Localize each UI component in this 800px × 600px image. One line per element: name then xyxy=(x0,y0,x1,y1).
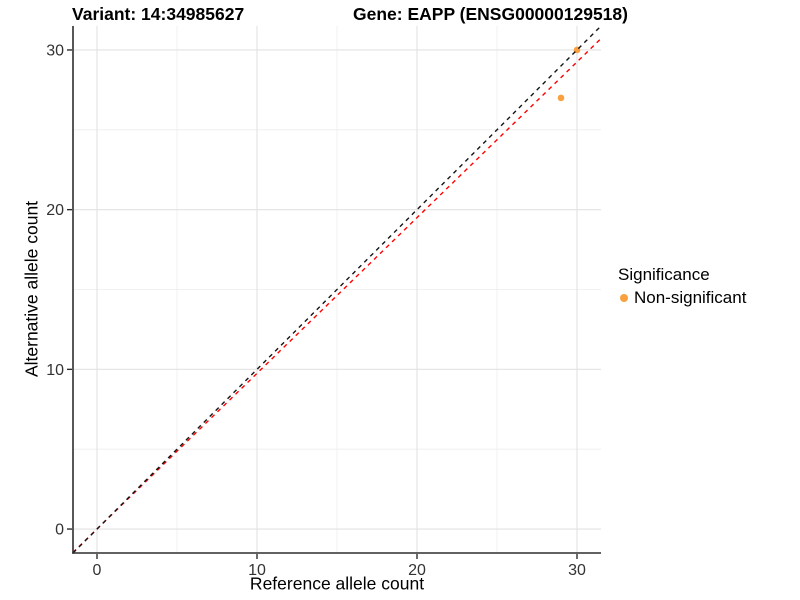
legend-title: Significance xyxy=(618,265,710,284)
legend: Significance Non-significant xyxy=(617,265,746,308)
x-tick-label: 20 xyxy=(408,562,426,579)
x-tick-label: 10 xyxy=(248,562,266,579)
legend-point-icon xyxy=(620,294,628,302)
identity-line xyxy=(73,26,601,553)
legend-item-label: Non-significant xyxy=(634,288,747,307)
y-tick-label: 30 xyxy=(46,42,64,59)
gene-title: Gene: EAPP (ENSG00000129518) xyxy=(353,4,628,24)
y-axis-title: Alternative allele count xyxy=(21,200,42,378)
data-point xyxy=(557,94,565,102)
variant-title: Variant: 14:34985627 xyxy=(72,4,245,24)
x-tick-label: 0 xyxy=(93,562,102,579)
legend-item-non-significant: Non-significant xyxy=(617,288,746,308)
x-axis-title: Reference allele count xyxy=(249,573,425,594)
fitted-line xyxy=(73,38,601,553)
y-tick-label: 0 xyxy=(55,522,64,539)
y-tick-label: 20 xyxy=(46,202,64,219)
y-tick-label: 10 xyxy=(46,362,64,379)
x-tick-label: 30 xyxy=(568,562,586,579)
